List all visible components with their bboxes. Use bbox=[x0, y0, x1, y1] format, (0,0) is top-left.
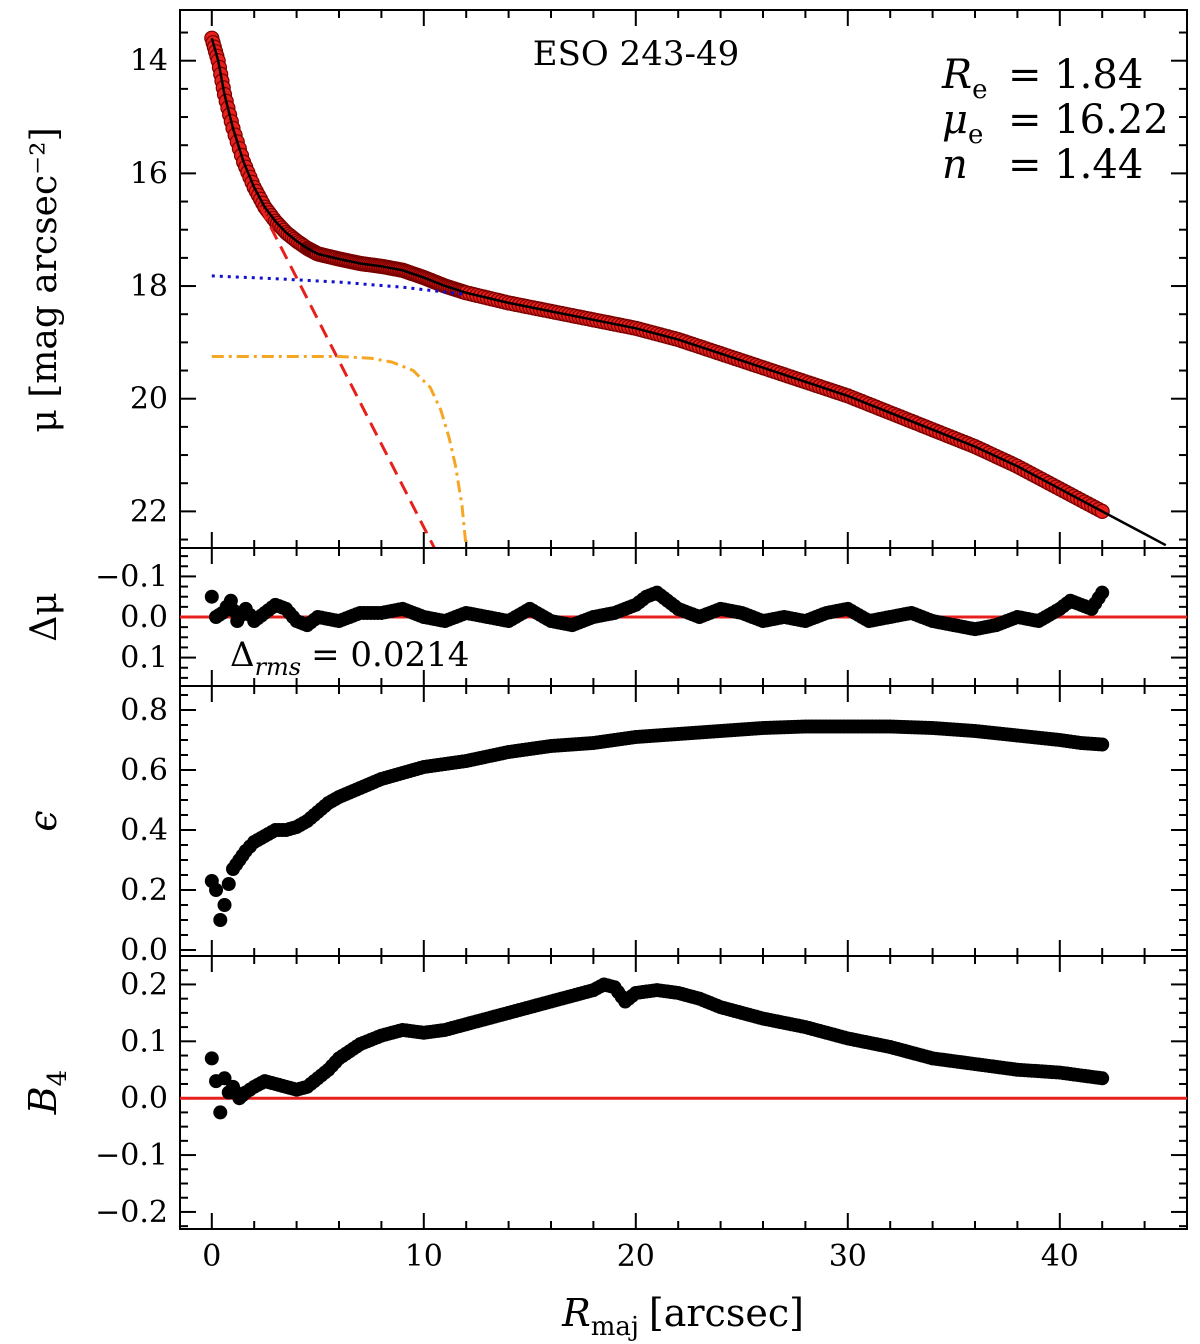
ylabel-epsilon: ϵ bbox=[21, 810, 65, 831]
n-value: = 1.44 bbox=[1008, 142, 1143, 188]
b4-point bbox=[204, 1051, 219, 1066]
mue-value: = 16.22 bbox=[1008, 97, 1169, 143]
y-tick-label: 0.0 bbox=[120, 600, 168, 635]
surface-brightness-panel: 14 16 18 20 22 ESO 243-49 μ [mag arcsec⁻²] R… bbox=[24, 9, 1188, 549]
ylabel-b4-sub: 4 bbox=[43, 1070, 73, 1087]
re-label: Re = 1.84 bbox=[941, 52, 1143, 105]
ellipticity-point bbox=[221, 877, 236, 891]
x-ticks: 0 10 20 30 40 bbox=[202, 1239, 1079, 1274]
rms-label: Δrms = 0.0214 bbox=[230, 635, 469, 681]
xlabel: Rmaj [arcsec] bbox=[561, 1291, 804, 1342]
ylabel-b4: B4 bbox=[21, 1070, 73, 1115]
bulge-component-line bbox=[259, 206, 436, 548]
re-value: = 1.84 bbox=[1008, 52, 1143, 98]
residual-point bbox=[204, 589, 219, 604]
re-sub: e bbox=[972, 75, 987, 105]
disc-component-line bbox=[211, 274, 467, 296]
y-tick-label: 0.1 bbox=[120, 1024, 168, 1059]
xlabel-symbol: R bbox=[561, 1291, 591, 1335]
ellipticity-panel: 0.0 0.2 0.4 0.6 0.8 ϵ bbox=[21, 685, 1188, 968]
b4-point bbox=[1095, 1071, 1110, 1086]
y-tick-label: 16 bbox=[130, 156, 168, 191]
y-tick-label: 0.0 bbox=[120, 1081, 168, 1116]
y-tick-label: 0.4 bbox=[120, 813, 168, 848]
mue-symbol: μ bbox=[942, 97, 968, 143]
n-symbol: n bbox=[942, 142, 968, 188]
b4-point bbox=[213, 1105, 228, 1120]
surface-brightness-marks bbox=[204, 30, 1167, 548]
xlabel-unit: [arcsec] bbox=[649, 1291, 804, 1335]
ellipticity-y-ticks: 0.0 0.2 0.4 0.6 0.8 bbox=[120, 686, 1187, 968]
residuals-marks bbox=[180, 585, 1187, 637]
x-axis: 0 10 20 30 40 Rmaj [arcsec] bbox=[202, 1239, 1079, 1342]
y-tick-label: −0.1 bbox=[95, 1138, 168, 1173]
ellipticity-point bbox=[209, 883, 224, 897]
galaxy-title: ESO 243-49 bbox=[533, 34, 739, 74]
xlabel-sub: maj bbox=[591, 1312, 639, 1342]
x-tick-label: 0 bbox=[202, 1239, 221, 1274]
x-tick-label: 20 bbox=[617, 1239, 655, 1274]
ellipticity-point bbox=[213, 913, 228, 927]
rms-sub: rms bbox=[255, 653, 302, 681]
y-tick-label: 0.1 bbox=[120, 641, 168, 676]
ellipticity-frame bbox=[179, 685, 1188, 957]
y-tick-label: 0.8 bbox=[120, 693, 168, 728]
surface-brightness-y-ticks: 14 16 18 20 22 bbox=[130, 10, 1187, 548]
b4-point bbox=[217, 1071, 232, 1086]
rms-value: = 0.0214 bbox=[311, 635, 469, 675]
residuals-y-ticks: −0.1 0.0 0.1 bbox=[95, 548, 1187, 686]
x-tick-label: 30 bbox=[829, 1239, 867, 1274]
ellipticity-point bbox=[1095, 737, 1110, 752]
ellipticity-point bbox=[217, 898, 232, 912]
fit-params: Re = 1.84 μe = 16.22 n = 1.44 bbox=[941, 52, 1169, 188]
b4-marks bbox=[180, 977, 1187, 1120]
y-tick-label: 14 bbox=[130, 44, 168, 79]
rms-symbol: Δ bbox=[230, 635, 255, 675]
y-tick-label: 0.0 bbox=[120, 933, 168, 968]
y-tick-label: 0.2 bbox=[120, 967, 168, 1002]
re-symbol: R bbox=[941, 52, 972, 98]
mue-label: μe = 16.22 bbox=[942, 97, 1169, 150]
ring-component-line bbox=[211, 355, 468, 548]
y-tick-label: −0.1 bbox=[95, 559, 168, 594]
mue-sub: e bbox=[968, 120, 983, 150]
ylabel-b4-symbol: B bbox=[21, 1086, 65, 1115]
total-fit-line bbox=[210, 37, 1167, 547]
x-tick-label: 40 bbox=[1041, 1239, 1079, 1274]
residuals-panel: −0.1 0.0 0.1 Δμ Δrms = 0.0214 bbox=[24, 547, 1188, 687]
y-tick-label: 22 bbox=[130, 494, 168, 529]
y-tick-label: 20 bbox=[130, 382, 168, 417]
ylabel-mu: μ [mag arcsec⁻²] bbox=[24, 127, 65, 432]
y-tick-label: 0.6 bbox=[120, 753, 168, 788]
ylabel-delta-mu: Δμ bbox=[24, 592, 65, 641]
b4-panel: −0.2 −0.1 0.0 0.1 0.2 B4 bbox=[21, 955, 1188, 1230]
x-tick-label: 10 bbox=[405, 1239, 443, 1274]
y-tick-label: 0.2 bbox=[120, 873, 168, 908]
ellipticity-marks bbox=[204, 719, 1110, 927]
y-tick-label: −0.2 bbox=[95, 1195, 168, 1230]
n-label: n = 1.44 bbox=[942, 142, 1143, 188]
residual-point bbox=[1095, 585, 1110, 600]
b4-frame bbox=[179, 955, 1188, 1230]
y-tick-label: 18 bbox=[130, 269, 168, 304]
